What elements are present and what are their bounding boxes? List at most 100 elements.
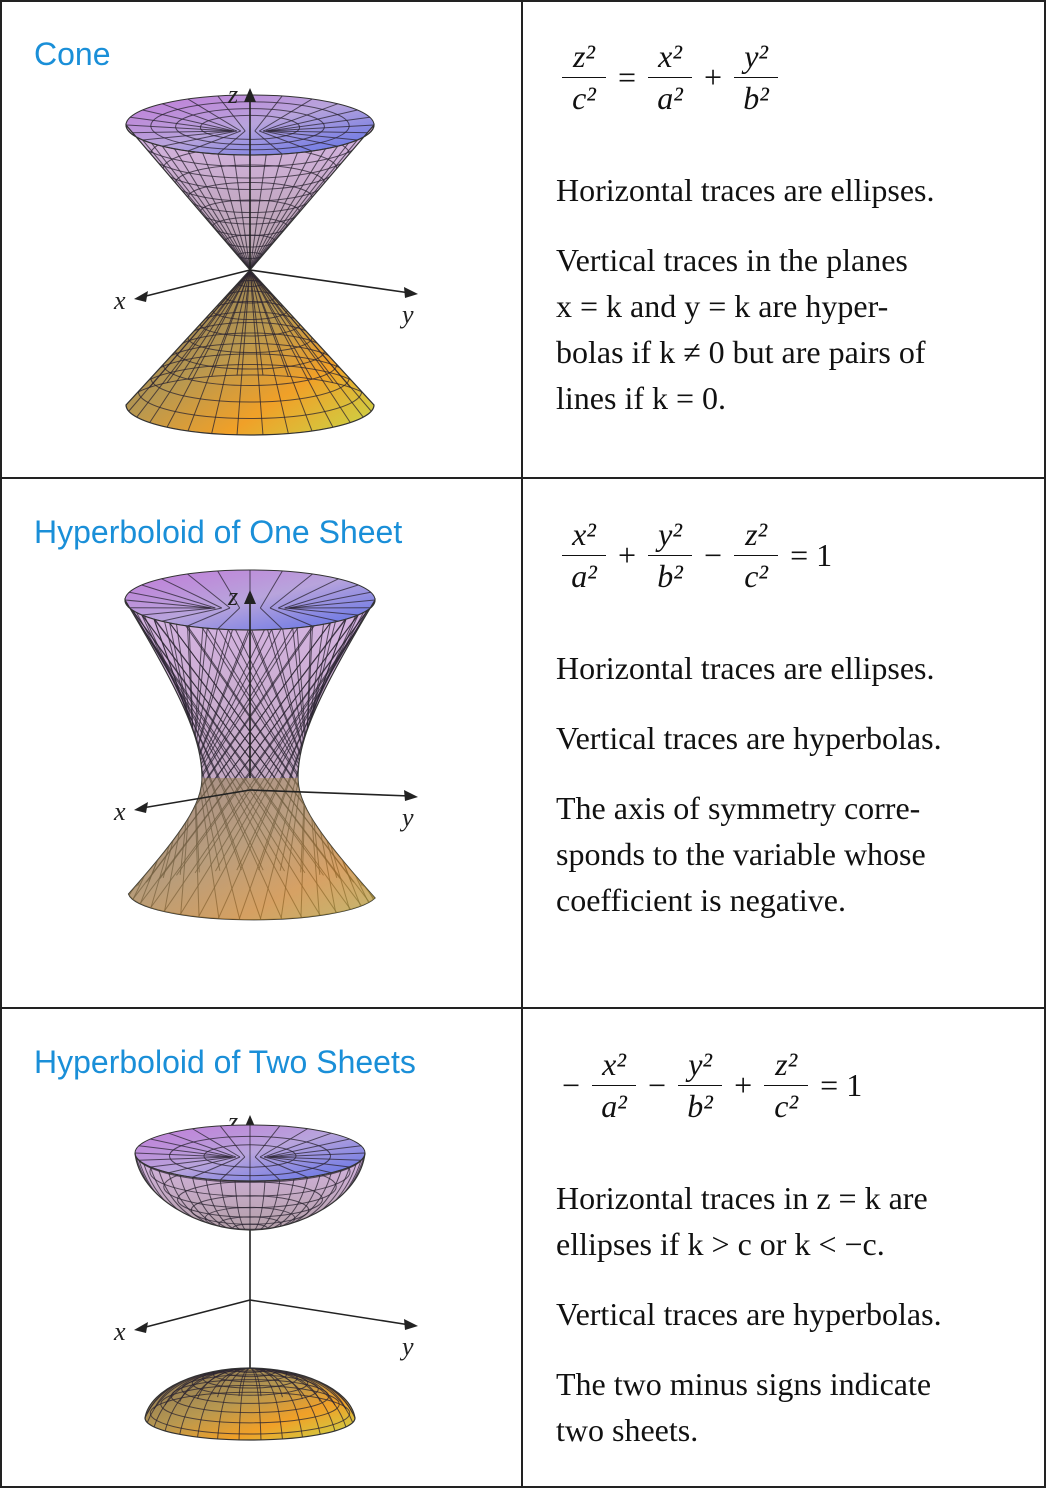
arrow bbox=[134, 291, 148, 302]
fraction: z² c² bbox=[734, 516, 779, 595]
fraction-bar bbox=[764, 1085, 809, 1086]
operator: = bbox=[618, 59, 637, 95]
denominator: c² bbox=[774, 1088, 799, 1124]
mesh-line bbox=[129, 591, 212, 609]
section-title: Cone bbox=[34, 36, 111, 72]
mesh-line bbox=[192, 1156, 241, 1178]
paragraph: Horizontal traces are ellipses. bbox=[556, 167, 935, 213]
mesh-line bbox=[264, 1156, 332, 1174]
fraction: z² c² bbox=[562, 38, 606, 117]
mesh-line bbox=[249, 1178, 295, 1230]
section-title: Hyperboloid of Two Sheets bbox=[34, 1044, 416, 1080]
mesh-line bbox=[268, 124, 375, 132]
mesh-line bbox=[161, 607, 222, 622]
arrow bbox=[244, 590, 256, 604]
x-axis bbox=[141, 1299, 251, 1329]
mesh-line bbox=[138, 1145, 231, 1158]
denominator: b² bbox=[743, 80, 769, 116]
mesh-line bbox=[203, 1144, 297, 1168]
fraction-bar bbox=[734, 555, 779, 556]
section-title: Hyperboloid of One Sheet bbox=[34, 514, 403, 550]
denominator: c² bbox=[572, 80, 596, 116]
equation: − x² a² − y² b² + z² c² = 1 bbox=[556, 1046, 868, 1125]
mesh-line bbox=[254, 1156, 281, 1181]
mesh-line bbox=[262, 103, 338, 132]
mesh-line bbox=[267, 1138, 350, 1158]
surface-edge bbox=[125, 269, 375, 436]
mesh bbox=[134, 1125, 366, 1181]
denominator: a² bbox=[601, 1088, 627, 1124]
mesh-line bbox=[149, 1391, 351, 1435]
numerator: y² bbox=[688, 1046, 712, 1082]
mesh-line bbox=[141, 584, 216, 609]
fraction-bar bbox=[678, 1085, 723, 1086]
arrow bbox=[404, 287, 418, 298]
text-line: sponds to the variable whose bbox=[556, 836, 926, 872]
mesh-line bbox=[278, 578, 339, 609]
surface bbox=[145, 1368, 355, 1440]
operator: = 1 bbox=[820, 1067, 863, 1103]
mesh-line bbox=[263, 130, 338, 147]
mesh-line bbox=[142, 130, 234, 141]
mesh-line bbox=[217, 95, 246, 132]
mesh-line bbox=[269, 1156, 362, 1161]
fraction: y² b² bbox=[678, 1046, 723, 1125]
mesh-line bbox=[259, 130, 313, 152]
mesh bbox=[135, 1153, 365, 1230]
mesh-line bbox=[124, 599, 211, 609]
numerator: z² bbox=[775, 1046, 798, 1082]
arrow bbox=[244, 88, 256, 102]
mesh-line bbox=[263, 1132, 332, 1158]
operator: + bbox=[618, 537, 637, 573]
text-line: ellipses if k > c or k < −c. bbox=[556, 1226, 885, 1262]
equation: x² a² + y² b² − z² c² = 1 bbox=[556, 516, 838, 595]
text-line: Vertical traces are hyperbolas. bbox=[556, 720, 942, 756]
y-axis bbox=[249, 1299, 411, 1326]
paragraph: Vertical traces are hyperbolas. bbox=[556, 715, 942, 761]
surface-figure: z x y bbox=[113, 1107, 418, 1441]
description: Horizontal traces are ellipses. Vertical … bbox=[556, 167, 935, 445]
mesh-line bbox=[161, 578, 222, 609]
denominator: b² bbox=[687, 1088, 713, 1124]
mesh-line bbox=[284, 584, 359, 609]
mesh-line bbox=[266, 130, 358, 141]
mesh-line bbox=[126, 374, 374, 435]
fraction: x² a² bbox=[562, 516, 606, 595]
axis-label: x bbox=[113, 797, 126, 826]
surface-edge bbox=[134, 1152, 366, 1231]
x-axis bbox=[141, 789, 251, 809]
fraction-bar bbox=[734, 77, 779, 78]
surface-figure: z x y bbox=[113, 569, 418, 921]
mesh-line bbox=[217, 570, 241, 609]
mesh-line bbox=[288, 591, 371, 609]
mesh-line bbox=[267, 1156, 350, 1168]
operator: + bbox=[734, 1067, 753, 1103]
y-axis bbox=[249, 789, 411, 797]
text-line: lines if k = 0. bbox=[556, 380, 727, 416]
text-line: The axis of symmetry corre- bbox=[556, 790, 921, 826]
mesh bbox=[125, 95, 375, 155]
mesh-line bbox=[254, 1125, 281, 1158]
fraction: y² b² bbox=[648, 516, 693, 595]
operator: − bbox=[704, 537, 723, 573]
description: Horizontal traces are ellipses. Vertical … bbox=[556, 645, 942, 947]
operator: + bbox=[704, 59, 723, 95]
mesh-line bbox=[259, 1156, 308, 1178]
paragraph: Horizontal traces in z = k are ellipses i… bbox=[556, 1175, 942, 1267]
mesh-line bbox=[219, 1125, 246, 1158]
mesh-line bbox=[269, 1145, 362, 1158]
mesh-line bbox=[217, 607, 240, 630]
paragraph: Horizontal traces are ellipses. bbox=[556, 645, 942, 691]
paragraph: Vertical traces are hyperbolas. bbox=[556, 1291, 942, 1337]
surface-figure: z x y bbox=[113, 80, 418, 436]
mesh-line bbox=[150, 1138, 233, 1158]
mesh-line bbox=[265, 109, 358, 132]
mesh-line bbox=[217, 130, 246, 155]
mesh-line bbox=[168, 1156, 236, 1174]
paragraph: The two minus signs indicate two sheets. bbox=[556, 1361, 942, 1453]
mesh-line bbox=[249, 1180, 266, 1230]
operator: − bbox=[648, 1067, 667, 1103]
mesh-line bbox=[149, 1153, 351, 1197]
numerator: x² bbox=[658, 38, 682, 74]
